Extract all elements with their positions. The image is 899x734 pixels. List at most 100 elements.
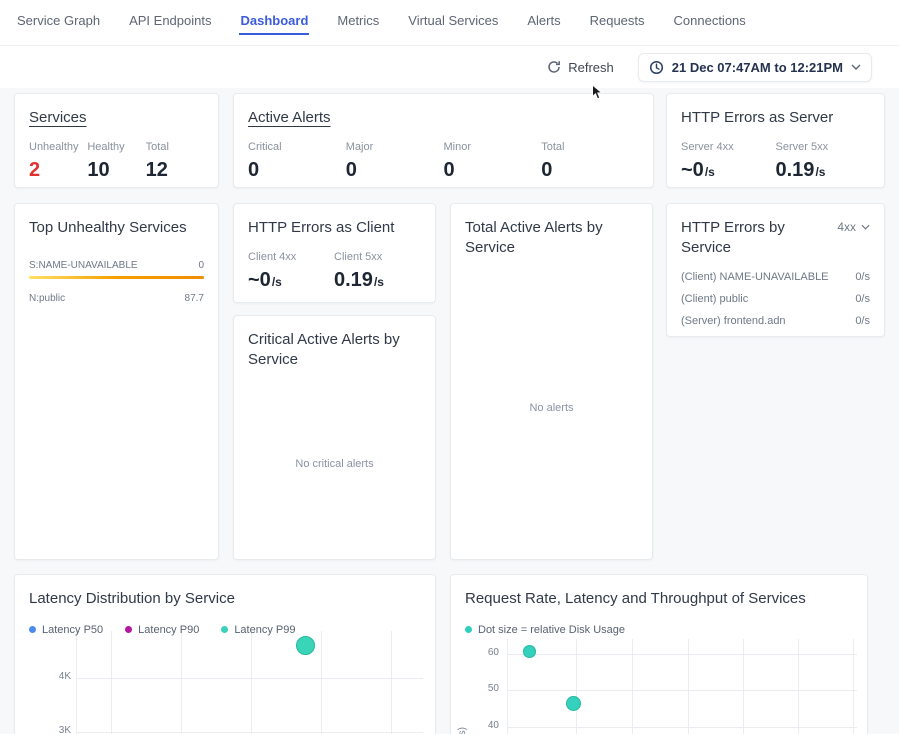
active-alerts-stats: Critical 0 Major 0 Minor 0 Total 0 xyxy=(248,141,639,182)
refresh-label: Refresh xyxy=(568,60,614,75)
service-rate: 0/s xyxy=(855,293,870,305)
critical-alerts-card: Critical Active Alerts by Service No cri… xyxy=(233,315,436,560)
table-row[interactable]: (Client) public 0/s xyxy=(681,293,870,305)
clock-icon xyxy=(649,60,664,75)
tab-api-endpoints[interactable]: API Endpoints xyxy=(128,10,212,35)
gridline xyxy=(251,631,252,734)
gridline xyxy=(391,631,392,734)
stat-value: 12 xyxy=(146,159,204,182)
total-alerts-title: Total Active Alerts by Service xyxy=(465,218,638,257)
stat-label: Major xyxy=(346,141,444,153)
empty-state-text: No alerts xyxy=(451,402,652,414)
stat-label: Server 4xx xyxy=(681,141,776,153)
http-errors-by-service-card: HTTP Errors by Service 4xx (Client) NAME… xyxy=(666,203,885,337)
stat-value: 0 xyxy=(444,159,542,182)
service-rate: 0/s xyxy=(855,271,870,283)
gridline xyxy=(321,631,322,734)
services-card: Services Unhealthy 2 Healthy 10 Total 12 xyxy=(14,93,219,188)
usage-bar xyxy=(29,276,204,279)
service-name: (Client) public xyxy=(681,293,748,305)
service-name: S:NAME-UNAVAILABLE xyxy=(29,260,138,271)
tab-service-graph[interactable]: Service Graph xyxy=(16,10,101,35)
tab-requests[interactable]: Requests xyxy=(589,10,646,35)
service-name: (Server) frontend.adn xyxy=(681,315,786,327)
stat-value: ~0/s xyxy=(248,269,334,292)
stat-label: Total xyxy=(146,141,204,153)
chart-legend: Latency P50 Latency P90 Latency P99 xyxy=(29,624,421,636)
service-value: 0 xyxy=(198,260,204,271)
total-alerts-card: Total Active Alerts by Service No alerts xyxy=(450,203,653,560)
tab-connections[interactable]: Connections xyxy=(673,10,747,35)
stat-label: Minor xyxy=(444,141,542,153)
stat-alert-total: Total 0 xyxy=(541,141,639,182)
legend-item-p90[interactable]: Latency P90 xyxy=(125,624,199,636)
legend-label: Latency P99 xyxy=(234,624,295,636)
gridline xyxy=(507,727,857,728)
y-axis-tick: 40 xyxy=(465,720,499,731)
stat-unhealthy: Unhealthy 2 xyxy=(29,141,87,182)
service-value: 87.7 xyxy=(185,293,204,304)
table-row[interactable]: (Server) frontend.adn 0/s xyxy=(681,315,870,327)
gridline xyxy=(76,631,77,734)
tab-virtual-services[interactable]: Virtual Services xyxy=(407,10,499,35)
http-errors-client-title: HTTP Errors as Client xyxy=(248,218,421,238)
http-errors-by-service-title: HTTP Errors by Service xyxy=(681,218,811,257)
active-alerts-card-title: Active Alerts xyxy=(248,108,639,128)
legend-label: Latency P50 xyxy=(42,624,103,636)
tab-metrics[interactable]: Metrics xyxy=(336,10,380,35)
stat-client-4xx: Client 4xx ~0/s xyxy=(248,251,334,292)
stat-server-5xx: Server 5xx 0.19/s xyxy=(776,141,871,182)
service-name: (Client) NAME-UNAVAILABLE xyxy=(681,271,829,283)
y-axis-tick: 50 xyxy=(465,683,499,694)
critical-alerts-title: Critical Active Alerts by Service xyxy=(248,330,421,369)
stat-label: Critical xyxy=(248,141,346,153)
legend-dot-icon xyxy=(125,626,132,633)
time-range-picker[interactable]: 21 Dec 07:47AM to 12:21PM xyxy=(638,53,872,82)
legend-item-p50[interactable]: Latency P50 xyxy=(29,624,103,636)
stat-value: ~0/s xyxy=(681,159,776,182)
stat-minor: Minor 0 xyxy=(444,141,542,182)
list-item[interactable]: S:NAME-UNAVAILABLE 0 xyxy=(29,260,204,279)
toolbar: Refresh 21 Dec 07:47AM to 12:21PM xyxy=(0,46,899,88)
chevron-down-icon xyxy=(861,224,870,230)
legend-label: Dot size = relative Disk Usage xyxy=(478,624,625,636)
chart-plot: 4K 3K xyxy=(15,575,435,734)
gridline xyxy=(181,631,182,734)
chart-point xyxy=(523,645,536,658)
http-errors-client-stats: Client 4xx ~0/s Client 5xx 0.19/s xyxy=(248,251,421,292)
errors-by-service-list: (Client) NAME-UNAVAILABLE 0/s (Client) p… xyxy=(681,271,870,327)
errors-filter-dropdown[interactable]: 4xx xyxy=(837,218,870,236)
list-item[interactable]: N:public 87.7 xyxy=(29,293,204,304)
table-row[interactable]: (Client) NAME-UNAVAILABLE 0/s xyxy=(681,271,870,283)
http-errors-server-stats: Server 4xx ~0/s Server 5xx 0.19/s xyxy=(681,141,870,182)
http-errors-client-card: HTTP Errors as Client Client 4xx ~0/s Cl… xyxy=(233,203,436,303)
active-alerts-card: Active Alerts Critical 0 Major 0 Minor 0… xyxy=(233,93,654,188)
top-nav: Service Graph API Endpoints Dashboard Me… xyxy=(0,0,899,46)
stat-total: Total 12 xyxy=(146,141,204,182)
tab-dashboard[interactable]: Dashboard xyxy=(239,10,309,35)
latency-distribution-card: Latency Distribution by Service Latency … xyxy=(14,574,436,734)
legend-item-p99[interactable]: Latency P99 xyxy=(221,624,295,636)
stat-value: 2 xyxy=(29,159,87,182)
stat-client-5xx: Client 5xx 0.19/s xyxy=(334,251,420,292)
gridline xyxy=(507,654,857,655)
legend-dot-icon xyxy=(29,626,36,633)
dashboard-screen: Service Graph API Endpoints Dashboard Me… xyxy=(0,0,899,734)
stat-value: 0.19/s xyxy=(334,269,420,292)
chart-plot: 60 50 40 (ms) xyxy=(451,575,867,734)
time-range-label: 21 Dec 07:47AM to 12:21PM xyxy=(672,60,843,75)
http-errors-server-card: HTTP Errors as Server Server 4xx ~0/s Se… xyxy=(666,93,885,188)
stat-major: Major 0 xyxy=(346,141,444,182)
top-unhealthy-title: Top Unhealthy Services xyxy=(29,218,204,238)
stat-label: Server 5xx xyxy=(776,141,871,153)
legend-dot-icon xyxy=(465,626,472,633)
empty-state-text: No critical alerts xyxy=(234,458,435,470)
request-rate-card: Request Rate, Latency and Throughput of … xyxy=(450,574,868,734)
y-axis-tick: 3K xyxy=(39,725,71,734)
legend-item-disk-usage[interactable]: Dot size = relative Disk Usage xyxy=(465,624,625,636)
y-axis-tick: 4K xyxy=(39,671,71,682)
refresh-button[interactable]: Refresh xyxy=(541,59,620,76)
stat-value: 0 xyxy=(346,159,444,182)
tab-alerts[interactable]: Alerts xyxy=(526,10,561,35)
stat-label: Client 5xx xyxy=(334,251,420,263)
